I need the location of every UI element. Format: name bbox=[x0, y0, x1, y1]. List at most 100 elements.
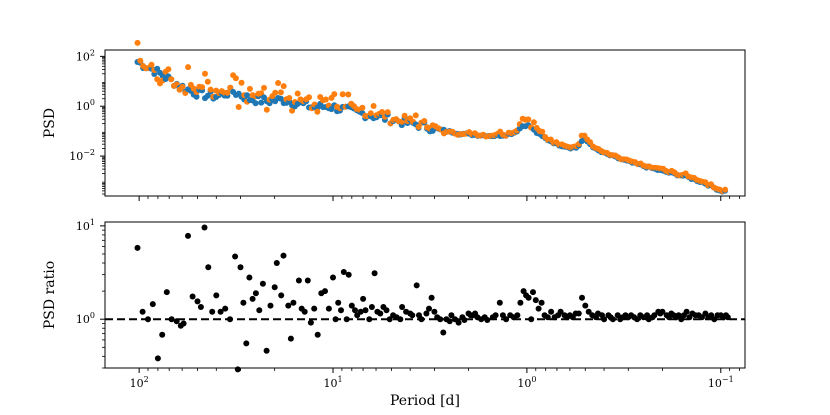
ratio-point bbox=[492, 312, 499, 319]
ratio-point bbox=[437, 316, 444, 323]
psd-panel: 102 100 10−2 PSD bbox=[42, 39, 746, 201]
ratio-point bbox=[267, 302, 274, 309]
psd-point-series-2 bbox=[207, 86, 214, 93]
psd-point-series-2 bbox=[539, 128, 546, 135]
ratio-point bbox=[484, 317, 491, 323]
psd-point-series-2 bbox=[202, 70, 208, 77]
psd-point-series-2 bbox=[280, 83, 287, 90]
ratio-point bbox=[544, 314, 551, 321]
ratio-point bbox=[357, 308, 364, 315]
psd-point-series-2 bbox=[263, 106, 270, 113]
ratio-point bbox=[280, 252, 287, 259]
psd-point-series-2 bbox=[722, 186, 729, 193]
psd-point-series-2 bbox=[339, 91, 346, 98]
ratio-point bbox=[426, 305, 432, 312]
ratio-point bbox=[246, 274, 253, 281]
ratio-point bbox=[371, 270, 378, 277]
psd-point-series-1 bbox=[244, 92, 251, 99]
ratio-point bbox=[423, 310, 430, 317]
psd-point-series-2 bbox=[179, 83, 186, 90]
psd-point-series-2 bbox=[401, 112, 408, 119]
ratio-point bbox=[273, 260, 280, 266]
ratio-points bbox=[134, 224, 731, 373]
ratio-point bbox=[234, 366, 241, 373]
ratio-point bbox=[579, 294, 585, 301]
psd-point-series-2 bbox=[261, 84, 267, 91]
psd-point-series-2 bbox=[224, 89, 231, 96]
psd-point-series-2 bbox=[286, 95, 293, 101]
ratio-point bbox=[383, 307, 390, 314]
ratio-point bbox=[348, 302, 355, 309]
ratio-point bbox=[168, 316, 175, 323]
ratio-point bbox=[209, 308, 216, 315]
psd-point-series-1 bbox=[252, 100, 259, 107]
ratio-point bbox=[409, 312, 416, 319]
y-tick-label: 10−2 bbox=[69, 148, 95, 163]
psd-point-series-1 bbox=[258, 99, 265, 106]
psd-point-series-2 bbox=[379, 109, 386, 115]
ratio-point bbox=[222, 305, 229, 312]
ratio-point bbox=[271, 284, 278, 291]
ratio-point bbox=[314, 331, 321, 338]
ratio-point bbox=[185, 232, 191, 239]
ratio-point bbox=[149, 301, 156, 308]
ratio-point bbox=[377, 310, 384, 317]
ratio-point bbox=[295, 277, 302, 284]
ratio-point bbox=[532, 297, 539, 304]
psd-point-series-2 bbox=[530, 119, 537, 126]
y-tick-label: 101 bbox=[76, 218, 95, 233]
ratio-point bbox=[259, 280, 266, 287]
y-tick-label: 100 bbox=[76, 98, 95, 113]
ratio-point bbox=[285, 302, 292, 309]
ratio-point bbox=[528, 316, 535, 323]
ratio-point bbox=[163, 289, 170, 296]
ratio-point bbox=[345, 271, 352, 278]
psd-point-series-2 bbox=[275, 80, 282, 86]
ratio-point bbox=[232, 253, 239, 260]
ratio-point bbox=[217, 308, 224, 315]
ratio-point bbox=[338, 307, 344, 314]
psd-point-series-2 bbox=[134, 39, 141, 46]
psd-point-series-2 bbox=[272, 89, 279, 96]
psd-ticks: 102 100 10−2 bbox=[69, 48, 740, 201]
psd-point-series-2 bbox=[165, 66, 172, 73]
ratio-point bbox=[343, 316, 350, 323]
ratio-point bbox=[330, 274, 336, 281]
psd-axes-frame bbox=[104, 49, 746, 197]
psd-point-series-2 bbox=[331, 91, 338, 98]
ratio-point bbox=[304, 277, 311, 284]
ratio-point bbox=[243, 340, 250, 347]
psd-point-series-2 bbox=[204, 78, 211, 85]
ratio-point bbox=[256, 307, 263, 314]
ratio-point bbox=[307, 319, 314, 326]
ratio-point bbox=[514, 312, 521, 319]
ratio-point bbox=[525, 294, 532, 301]
ratio-point bbox=[189, 293, 196, 300]
ratio-point bbox=[201, 224, 208, 231]
ratio-point bbox=[366, 316, 373, 323]
x-tick-label: 102 bbox=[130, 375, 149, 390]
psd-points bbox=[134, 39, 729, 195]
ratio-point bbox=[362, 307, 369, 314]
psd-point-series-2 bbox=[345, 91, 352, 98]
ratio-point bbox=[290, 299, 297, 306]
ratio-point bbox=[134, 244, 141, 251]
ratio-point bbox=[659, 308, 666, 315]
ratio-point bbox=[145, 316, 151, 323]
ratio-point bbox=[517, 299, 524, 306]
ratio-point bbox=[360, 295, 367, 302]
ratio-point bbox=[335, 299, 342, 306]
ratio-point bbox=[173, 318, 180, 325]
ratio-point bbox=[397, 316, 404, 323]
ratio-point bbox=[557, 308, 564, 315]
ratio-point bbox=[287, 335, 294, 342]
x-tick-label: 100 bbox=[517, 375, 536, 390]
ratio-point bbox=[428, 294, 435, 301]
psd-point-series-2 bbox=[137, 57, 144, 64]
ratio-axes-frame bbox=[104, 221, 746, 369]
psd-point-series-2 bbox=[421, 118, 428, 124]
ratio-point bbox=[322, 288, 328, 295]
ratio-point bbox=[240, 299, 247, 306]
ratio-point bbox=[455, 319, 462, 326]
